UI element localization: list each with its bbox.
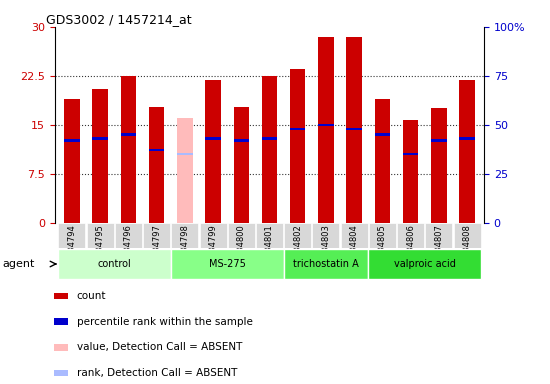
Bar <box>369 223 396 248</box>
Bar <box>205 80 221 223</box>
Bar <box>58 223 85 248</box>
Bar <box>228 223 255 248</box>
Text: GSM234803: GSM234803 <box>321 224 331 275</box>
Bar <box>64 139 80 142</box>
Text: control: control <box>97 259 131 269</box>
Bar <box>149 106 164 223</box>
Bar <box>58 249 170 279</box>
Bar <box>171 223 199 248</box>
Text: GSM234806: GSM234806 <box>406 224 415 275</box>
Bar <box>92 137 108 140</box>
Text: GSM234798: GSM234798 <box>180 224 189 275</box>
Bar <box>312 223 339 248</box>
Bar <box>346 37 362 223</box>
Text: GSM234807: GSM234807 <box>434 224 443 275</box>
Bar <box>459 137 475 140</box>
Bar <box>318 37 334 223</box>
Text: count: count <box>77 291 106 301</box>
Bar <box>177 153 192 155</box>
Bar <box>454 223 481 248</box>
Text: rank, Detection Call = ABSENT: rank, Detection Call = ABSENT <box>77 368 237 378</box>
Bar <box>431 139 447 142</box>
Bar <box>346 127 362 130</box>
Text: GSM234800: GSM234800 <box>237 224 246 275</box>
Text: GSM234794: GSM234794 <box>68 224 76 275</box>
Bar <box>403 153 419 155</box>
Bar <box>54 318 68 325</box>
Bar <box>170 249 284 279</box>
Bar <box>397 223 424 248</box>
Text: GSM234799: GSM234799 <box>208 224 218 275</box>
Bar <box>375 134 390 136</box>
Text: agent: agent <box>3 259 35 269</box>
Text: GSM234808: GSM234808 <box>463 224 471 275</box>
Bar <box>368 249 481 279</box>
Bar <box>115 223 142 248</box>
Bar <box>200 223 227 248</box>
Text: percentile rank within the sample: percentile rank within the sample <box>77 317 253 327</box>
Bar <box>284 249 368 279</box>
Text: GSM234801: GSM234801 <box>265 224 274 275</box>
Bar <box>256 223 283 248</box>
Text: valproic acid: valproic acid <box>394 259 455 269</box>
Bar <box>86 223 114 248</box>
Text: GDS3002 / 1457214_at: GDS3002 / 1457214_at <box>46 13 192 26</box>
Bar <box>318 124 334 126</box>
Bar <box>284 223 311 248</box>
Bar <box>262 76 277 223</box>
Text: GSM234795: GSM234795 <box>96 224 104 275</box>
Bar <box>234 106 249 223</box>
Bar <box>54 344 68 351</box>
Text: GSM234805: GSM234805 <box>378 224 387 275</box>
Bar <box>375 99 390 223</box>
Text: GSM234796: GSM234796 <box>124 224 133 275</box>
Bar <box>234 139 249 142</box>
Text: trichostatin A: trichostatin A <box>293 259 359 269</box>
Text: MS-275: MS-275 <box>209 259 246 269</box>
Bar <box>92 89 108 223</box>
Bar <box>290 70 305 223</box>
Text: value, Detection Call = ABSENT: value, Detection Call = ABSENT <box>77 343 242 353</box>
Bar <box>205 137 221 140</box>
Bar <box>143 223 170 248</box>
Bar <box>459 80 475 223</box>
Bar <box>120 134 136 136</box>
Bar <box>120 76 136 223</box>
Bar <box>290 127 305 130</box>
Bar <box>149 149 164 151</box>
Text: GSM234797: GSM234797 <box>152 224 161 275</box>
Bar <box>431 109 447 223</box>
Bar <box>64 99 80 223</box>
Text: GSM234804: GSM234804 <box>350 224 359 275</box>
Bar <box>177 118 192 223</box>
Bar <box>425 223 453 248</box>
Bar <box>262 137 277 140</box>
Text: GSM234802: GSM234802 <box>293 224 302 275</box>
Bar <box>340 223 368 248</box>
Bar <box>54 370 68 376</box>
Bar <box>54 293 68 299</box>
Bar <box>403 119 419 223</box>
